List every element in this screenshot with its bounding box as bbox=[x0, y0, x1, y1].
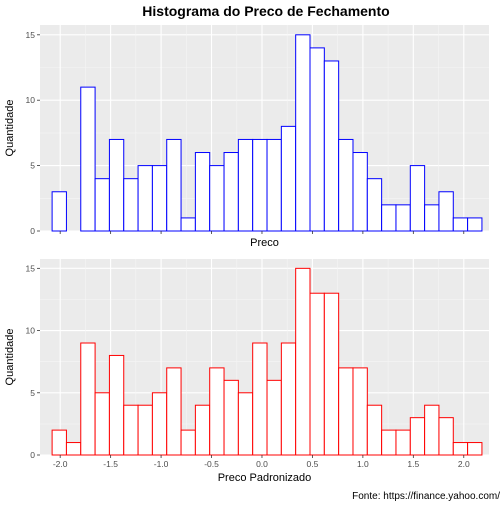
histogram-bar bbox=[65, 442, 82, 456]
histogram-bar bbox=[166, 138, 182, 232]
histogram-bar bbox=[280, 125, 297, 232]
y-tick-label: 10 bbox=[26, 326, 36, 336]
histogram-bar bbox=[151, 392, 168, 456]
histogram-bar bbox=[166, 367, 182, 456]
histogram-bar bbox=[209, 165, 225, 232]
x-tick-label: -1.5 bbox=[103, 459, 118, 469]
histogram-bar bbox=[194, 152, 211, 232]
histogram-bar bbox=[309, 47, 325, 232]
histogram-bar bbox=[51, 429, 67, 456]
histogram-bar bbox=[352, 152, 368, 232]
histogram-bar bbox=[409, 165, 426, 232]
histogram-bar bbox=[237, 138, 254, 232]
y-tick-label: 0 bbox=[30, 226, 35, 236]
histogram-bar bbox=[280, 342, 297, 456]
histogram-bar bbox=[252, 342, 268, 456]
histogram-bar bbox=[237, 392, 254, 456]
histogram-bar bbox=[137, 404, 153, 456]
histogram-bar bbox=[51, 191, 67, 232]
histogram-bar bbox=[438, 417, 454, 456]
histogram-bar bbox=[381, 204, 397, 232]
x-tick-label: 1.5 bbox=[407, 459, 419, 469]
x-axis-title: Preco bbox=[250, 237, 279, 249]
histogram-bar bbox=[123, 178, 139, 232]
x-tick-label: -0.5 bbox=[204, 459, 219, 469]
histogram-bar bbox=[266, 379, 282, 456]
histogram-bar bbox=[94, 392, 110, 456]
x-tick-label: 0.5 bbox=[307, 459, 319, 469]
histogram-bar bbox=[452, 442, 469, 456]
histogram-bar bbox=[467, 217, 483, 232]
y-axis-title: Quantidade bbox=[4, 100, 16, 157]
histogram-bar bbox=[352, 367, 368, 456]
x-tick-label: 0.0 bbox=[256, 459, 268, 469]
panel-bottom: 0 5 10 15 -2.0 -1.5 -1.0 -0.5 0.0 0.5 1.0 1.5 2.0 Pre… bbox=[4, 259, 489, 484]
histogram-bar bbox=[80, 86, 96, 232]
histogram-bar bbox=[252, 138, 268, 232]
histogram-bar bbox=[123, 404, 139, 456]
x-tick-label: -2.0 bbox=[53, 459, 68, 469]
histogram-bar bbox=[223, 152, 239, 232]
histogram-bar bbox=[180, 217, 196, 232]
y-tick-label: 15 bbox=[26, 30, 36, 40]
histogram-bar bbox=[381, 429, 397, 456]
x-tick-label: 1.0 bbox=[357, 459, 369, 469]
y-tick-label: 5 bbox=[30, 161, 35, 171]
y-axis-title: Quantidade bbox=[4, 329, 16, 386]
chart-title: Histograma do Preco de Fechamento bbox=[142, 3, 389, 19]
histogram-bar bbox=[366, 178, 383, 232]
histogram-bar bbox=[108, 354, 125, 456]
histogram-bar bbox=[295, 34, 311, 232]
histogram-bar bbox=[108, 138, 125, 232]
y-tick-label: 0 bbox=[30, 450, 35, 460]
histogram-bar bbox=[424, 204, 440, 232]
histogram-bar bbox=[467, 442, 483, 456]
histogram-bar bbox=[395, 429, 411, 456]
y-tick-label: 10 bbox=[26, 95, 36, 105]
histogram-bar bbox=[180, 429, 196, 456]
histogram-bar bbox=[409, 417, 426, 456]
histogram-bar bbox=[309, 292, 325, 456]
histogram-bar bbox=[438, 191, 454, 232]
histogram-bar bbox=[94, 178, 110, 232]
y-tick-label: 5 bbox=[30, 388, 35, 398]
histogram-bar bbox=[395, 204, 411, 232]
x-tick-label: 2.0 bbox=[458, 459, 470, 469]
x-axis-title: Preco Padronizado bbox=[218, 472, 312, 484]
histogram-bar bbox=[223, 379, 239, 456]
histogram-bar bbox=[194, 404, 211, 456]
chart-caption: Fonte: https://finance.yahoo.com/ bbox=[352, 491, 500, 502]
histogram-bar bbox=[266, 138, 282, 232]
histogram-bar bbox=[137, 165, 153, 232]
histogram-bar bbox=[452, 217, 469, 232]
histogram-bar bbox=[366, 404, 383, 456]
histogram-bar bbox=[338, 367, 354, 456]
histogram-bar bbox=[295, 267, 311, 456]
panel-top: 0 5 10 15 Preco Quantidade bbox=[4, 25, 489, 249]
histogram-bar bbox=[209, 367, 225, 456]
x-tick-label: -1.0 bbox=[154, 459, 169, 469]
histogram-bar bbox=[80, 342, 96, 456]
histogram-bar bbox=[338, 138, 354, 232]
histogram-bar bbox=[323, 60, 340, 232]
histogram-bar bbox=[424, 404, 440, 456]
y-tick-label: 15 bbox=[26, 263, 36, 273]
histogram-bar bbox=[323, 292, 340, 456]
histogram-bar bbox=[151, 165, 168, 232]
